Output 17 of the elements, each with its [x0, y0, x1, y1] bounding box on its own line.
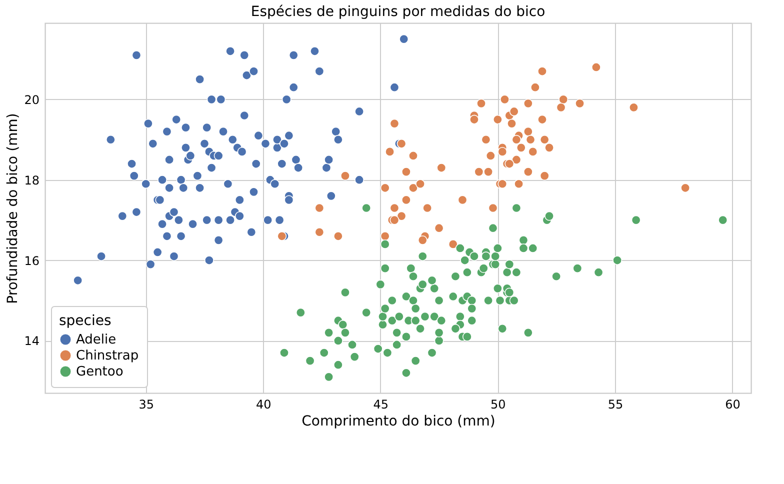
y-axis-title: Profundidade do bico (mm) [5, 113, 22, 304]
x-tick-label: 60 [725, 398, 740, 412]
y-tick-label: 18 [24, 173, 40, 188]
legend-label: Gentoo [76, 364, 124, 380]
legend-label: Chinstrap [76, 348, 139, 364]
x-axis-title: Comprimento do bico (mm) [302, 414, 496, 430]
x-tick-label: 55 [608, 398, 624, 412]
legend-title: species [59, 313, 112, 329]
chart-title: Espécies de pinguins por medidas do bico [250, 4, 546, 20]
x-tick-label: 50 [490, 398, 506, 412]
y-tick-label: 16 [24, 254, 40, 268]
x-tick-label: 45 [373, 398, 389, 412]
x-tick-label: 35 [138, 398, 154, 412]
legend-label: Adelie [76, 332, 116, 348]
y-tick-label: 20 [24, 92, 40, 107]
x-tick-label: 40 [256, 398, 272, 412]
y-tick-label: 14 [24, 334, 40, 348]
